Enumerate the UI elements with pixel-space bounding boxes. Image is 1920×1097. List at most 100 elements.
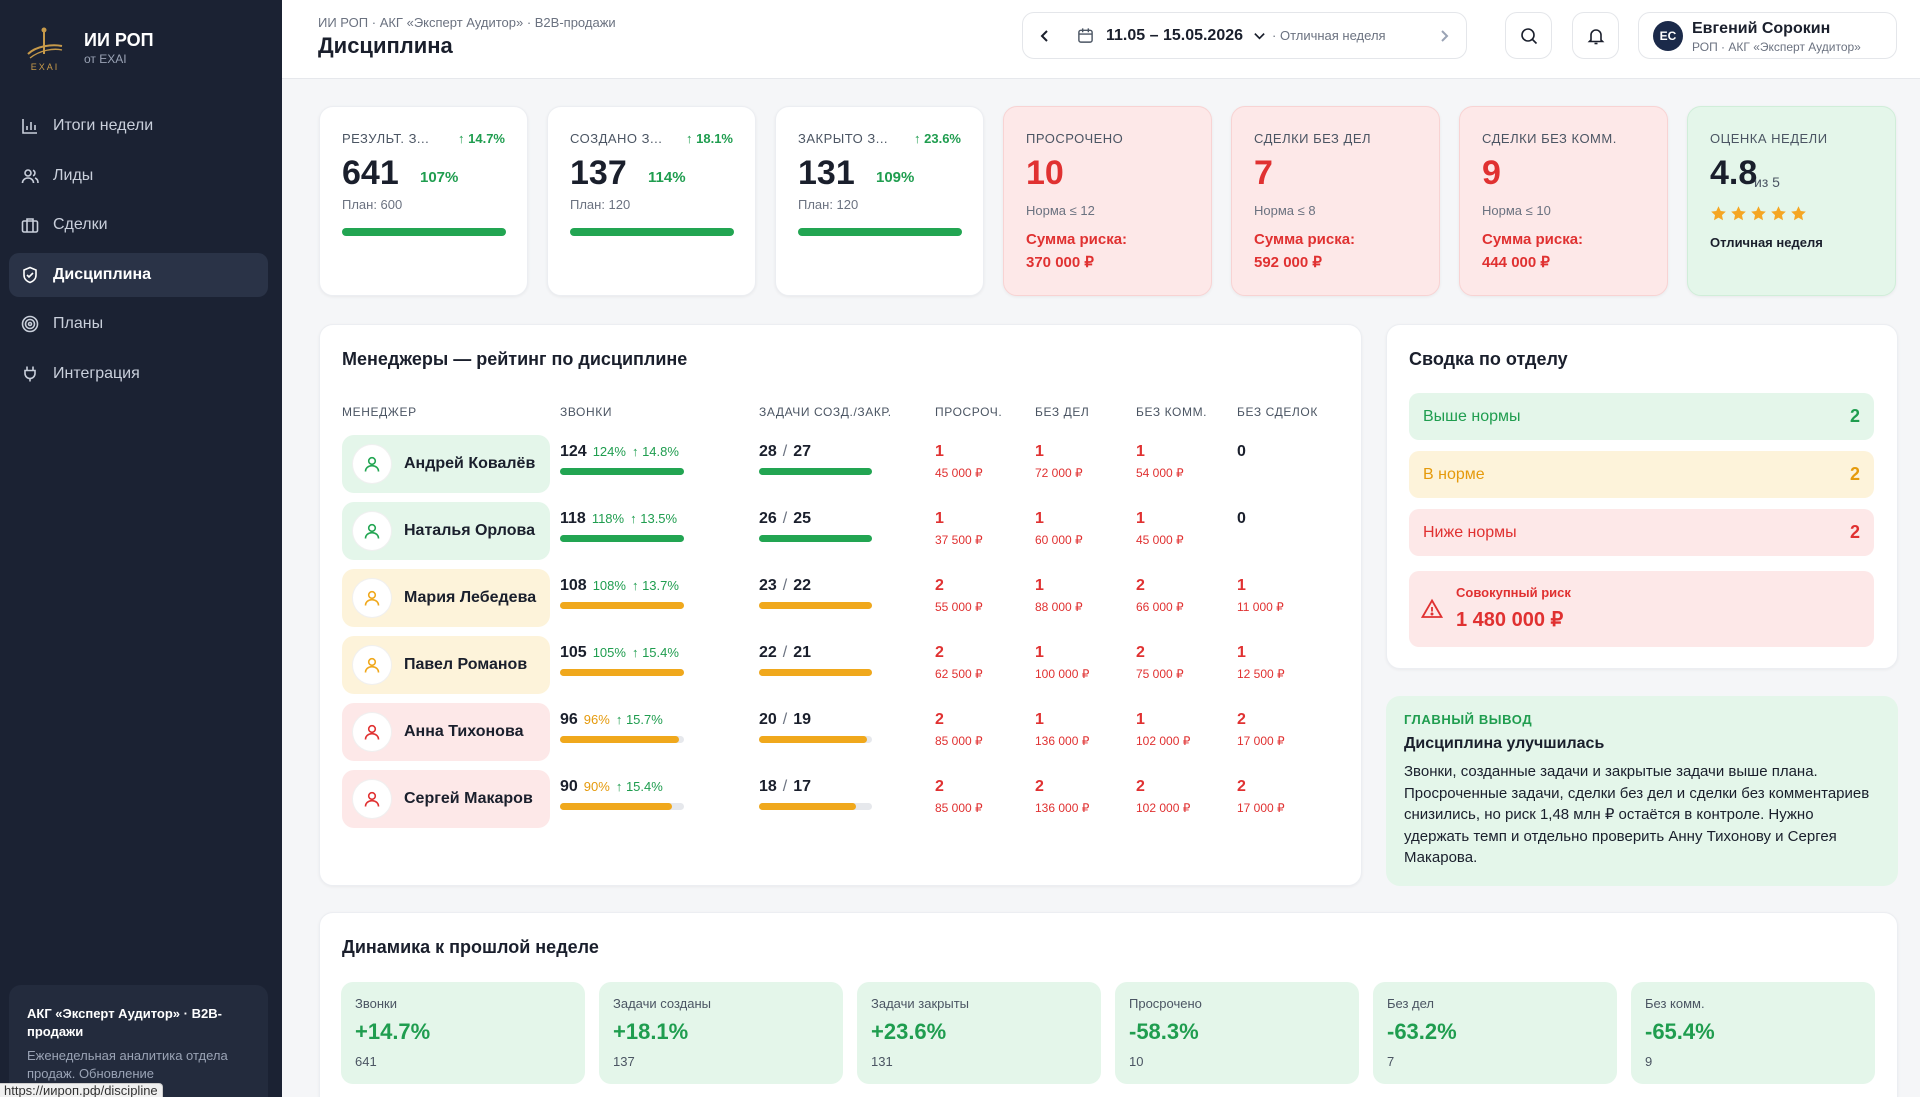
no-tasks-cell[interactable]: 1 72 000 ₽	[1035, 443, 1083, 480]
no-deals-cell[interactable]: 0	[1237, 510, 1246, 533]
manager-chip[interactable]: Наталья Орлова	[342, 502, 550, 560]
dynamics-delta: +23.6%	[871, 1019, 947, 1044]
calls-value: 96	[560, 711, 578, 728]
column-header[interactable]: ЗВОНКИ	[560, 405, 613, 419]
sidebar-item-integration[interactable]: Интеграция	[9, 352, 268, 396]
prev-week-button[interactable]	[1023, 13, 1067, 58]
kpi-plan: План: 600	[342, 197, 403, 212]
manager-chip[interactable]: Сергей Макаров	[342, 770, 550, 828]
calls-cell: 108 108% ↑ 13.7%	[560, 577, 679, 595]
summary-in-norm[interactable]: В норме 2	[1409, 451, 1874, 498]
no-comments-cell[interactable]: 1 102 000 ₽	[1136, 711, 1190, 748]
dynamics-item-calls[interactable]: Звонки +14.7% 641	[341, 982, 585, 1084]
next-week-button[interactable]	[1422, 13, 1466, 58]
kpi-card-week-score[interactable]: ОЦЕНКА НЕДЕЛИ 4.8 из 5 Отличная неделя	[1687, 106, 1896, 296]
column-header[interactable]: МЕНЕДЖЕР	[342, 405, 417, 419]
dynamics-item-closed[interactable]: Задачи закрыты +23.6% 131	[857, 982, 1101, 1084]
brand[interactable]: EXAI ИИ РОП от EXAI	[22, 24, 154, 72]
column-header[interactable]: ПРОСРОЧ.	[935, 405, 1003, 419]
kpi-card-deals-no-comments[interactable]: СДЕЛКИ БЕЗ КОММ. 9 Норма ≤ 10 Сумма риск…	[1459, 106, 1668, 296]
kpi-card-closed-tasks[interactable]: ЗАКРЫТО З... ↑ 23.6% 131 109% План: 120	[775, 106, 984, 296]
summary-above-norm[interactable]: Выше нормы 2	[1409, 393, 1874, 440]
column-header[interactable]: ЗАДАЧИ СОЗД./ЗАКР.	[759, 405, 892, 419]
manager-chip[interactable]: Андрей Ковалёв	[342, 435, 550, 493]
column-header[interactable]: БЕЗ ДЕЛ	[1035, 405, 1090, 419]
column-header[interactable]: БЕЗ КОММ.	[1136, 405, 1208, 419]
kpi-card-created-tasks[interactable]: СОЗДАНО З... ↑ 18.1% 137 114% План: 120	[547, 106, 756, 296]
calls-value: 105	[560, 644, 587, 661]
kpi-card-deals-no-tasks[interactable]: СДЕЛКИ БЕЗ ДЕЛ 7 Норма ≤ 8 Сумма риска: …	[1231, 106, 1440, 296]
conclusion-heading: Дисциплина улучшилась	[1404, 735, 1605, 752]
summary-below-norm[interactable]: Ниже нормы 2	[1409, 509, 1874, 556]
no-comments-cell[interactable]: 1 45 000 ₽	[1136, 510, 1184, 547]
overdue-cell[interactable]: 1 37 500 ₽	[935, 510, 983, 547]
kpi-card-calls[interactable]: РЕЗУЛЬТ. З... ↑ 14.7% 641 107% План: 600	[319, 106, 528, 296]
manager-chip[interactable]: Павел Романов	[342, 636, 550, 694]
dynamics-item-created[interactable]: Задачи созданы +18.1% 137	[599, 982, 843, 1084]
no-deals-cell[interactable]: 2 17 000 ₽	[1237, 711, 1285, 748]
dynamics-item-no-comments[interactable]: Без комм. -65.4% 9	[1631, 982, 1875, 1084]
dynamics-item-no-tasks[interactable]: Без дел -63.2% 7	[1373, 982, 1617, 1084]
no-tasks-count: 1	[1035, 443, 1044, 460]
sidebar-item-results[interactable]: Итоги недели	[9, 104, 268, 148]
no-comments-cell[interactable]: 2 102 000 ₽	[1136, 778, 1190, 815]
total-risk-box: Совокупный риск 1 480 000 ₽	[1409, 571, 1874, 647]
manager-chip[interactable]: Мария Лебедева	[342, 569, 550, 627]
no-tasks-cell[interactable]: 1 60 000 ₽	[1035, 510, 1083, 547]
calls-delta: ↑ 15.4%	[631, 645, 679, 660]
chevron-down-icon	[1254, 33, 1265, 40]
no-tasks-cell[interactable]: 1 100 000 ₽	[1035, 644, 1089, 681]
overdue-sum: 62 500 ₽	[935, 667, 983, 681]
kpi-card-overdue[interactable]: ПРОСРОЧЕНО 10 Норма ≤ 12 Сумма риска: 37…	[1003, 106, 1212, 296]
plug-icon	[24, 366, 36, 381]
tasks-created: 28	[759, 443, 777, 460]
table-row[interactable]: Мария Лебедева 108 108% ↑ 13.7% 23/22 2 55 000…	[342, 569, 1284, 627]
overdue-cell[interactable]: 2 85 000 ₽	[935, 778, 983, 815]
overdue-cell[interactable]: 2 55 000 ₽	[935, 577, 983, 614]
manager-chip[interactable]: Анна Тихонова	[342, 703, 550, 761]
no-deals-cell[interactable]: 1 11 000 ₽	[1237, 577, 1284, 614]
no-tasks-cell[interactable]: 1 136 000 ₽	[1035, 711, 1089, 748]
no-deals-cell[interactable]: 0	[1237, 443, 1246, 466]
week-dropdown[interactable]: 11.05 – 15.05.2026 · Отличная неделя	[1077, 27, 1386, 45]
no-deals-cell[interactable]: 2 17 000 ₽	[1237, 778, 1285, 815]
no-comments-cell[interactable]: 1 54 000 ₽	[1136, 443, 1184, 480]
dynamics-delta: +18.1%	[613, 1019, 689, 1044]
search-button[interactable]	[1505, 12, 1552, 59]
no-deals-cell[interactable]: 1 12 500 ₽	[1237, 644, 1285, 681]
notifications-button[interactable]	[1572, 12, 1619, 59]
overdue-cell[interactable]: 1 45 000 ₽	[935, 443, 983, 480]
kpi-label: СДЕЛКИ БЕЗ ДЕЛ	[1254, 131, 1372, 146]
no-tasks-cell[interactable]: 2 136 000 ₽	[1035, 778, 1089, 815]
company-card: АКГ «Эксперт Аудитор» · B2B-продажи Ежен…	[9, 985, 268, 1097]
table-row[interactable]: Сергей Макаров 90 90% ↑ 15.4% 18/17 2 85 000 ₽…	[342, 770, 1285, 828]
table-row[interactable]: Наталья Орлова 118 118% ↑ 13.5% 26/25 1 37 500…	[342, 502, 1246, 560]
no-tasks-cell[interactable]: 1 88 000 ₽	[1035, 577, 1083, 614]
column-header[interactable]: БЕЗ СДЕЛОК	[1237, 405, 1318, 419]
arrow-up-icon: ↑	[631, 578, 643, 593]
kpi-value: 137	[570, 154, 627, 192]
dynamics-value: 137	[613, 1054, 635, 1069]
user-menu[interactable]: ЕС Евгений Сорокин РОП · АКГ «Эксперт Ау…	[1638, 12, 1897, 59]
no-tasks-count: 1	[1035, 711, 1044, 728]
dynamics-value: 641	[355, 1054, 377, 1069]
kpi-delta: ↑ 23.6%	[914, 131, 961, 146]
table-row[interactable]: Андрей Ковалёв 124 124% ↑ 14.8% 28/27 1 45 000…	[342, 435, 1246, 493]
overdue-cell[interactable]: 2 62 500 ₽	[935, 644, 983, 681]
dynamics-item-overdue[interactable]: Просрочено -58.3% 10	[1115, 982, 1359, 1084]
star-icon	[1730, 205, 1747, 227]
summary-count: 2	[1849, 522, 1860, 542]
no-comments-cell[interactable]: 2 75 000 ₽	[1136, 644, 1184, 681]
sidebar-item-deals[interactable]: Сделки	[9, 203, 268, 247]
sidebar-item-leads[interactable]: Лиды	[9, 154, 268, 198]
overdue-cell[interactable]: 2 85 000 ₽	[935, 711, 983, 748]
table-row[interactable]: Павел Романов 105 105% ↑ 15.4% 22/21 2 62 500 …	[342, 636, 1285, 694]
manager-name: Наталья Орлова	[404, 522, 536, 539]
breadcrumb[interactable]: ИИ РОП · АКГ «Эксперт Аудитор» · B2B-про…	[318, 15, 616, 30]
no-comments-cell[interactable]: 2 66 000 ₽	[1136, 577, 1184, 614]
sidebar-item-plans[interactable]: Планы	[9, 302, 268, 346]
star-icon	[1790, 205, 1807, 227]
sidebar-item-discipline[interactable]: Дисциплина	[9, 252, 268, 297]
user-role: РОП · АКГ «Эксперт Аудитор»	[1692, 40, 1861, 54]
table-row[interactable]: Анна Тихонова 96 96% ↑ 15.7% 20/19 2 85 000 ₽ 1…	[342, 703, 1285, 761]
